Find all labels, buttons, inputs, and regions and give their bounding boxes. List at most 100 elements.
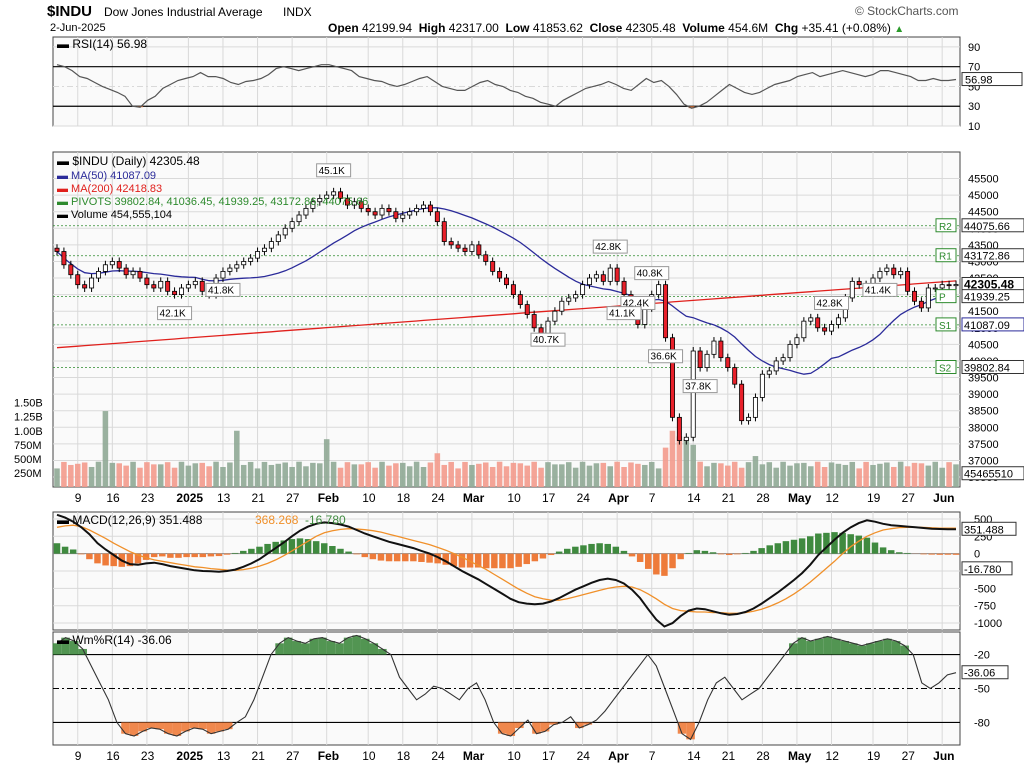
high-value: 42317.00: [448, 21, 499, 35]
candle-body: [54, 247, 60, 252]
high-label: High: [418, 21, 446, 35]
price-value-box: [961, 466, 1024, 481]
macd-histogram-bar: [717, 553, 725, 555]
macd-histogram-bar: [167, 553, 174, 558]
volume-bar: [303, 466, 309, 487]
volume-bar: [88, 466, 95, 487]
brand[interactable]: © StockCharts.com: [855, 4, 959, 18]
wm-overbought-fill: [52, 643, 62, 655]
wm-overbought-fill: [378, 648, 387, 655]
volume-bar: [54, 468, 60, 487]
candle-body: [275, 234, 281, 242]
price-tick: 41500: [968, 306, 999, 318]
macd-signal-line: [56, 524, 956, 614]
price-value-box: [961, 289, 1024, 304]
macd-histogram-bar: [280, 540, 288, 554]
candle-body: [566, 297, 572, 302]
volume-bar: [400, 462, 406, 487]
macd-line: [56, 513, 957, 628]
x-tick-label: 17: [542, 491, 556, 505]
candle-body: [697, 350, 703, 368]
wm-value: -36.06: [964, 668, 995, 680]
volume-bar: [628, 462, 634, 487]
volume-bar: [565, 462, 572, 487]
volume-bar: [759, 464, 766, 487]
candle-body: [61, 251, 67, 266]
rsi-tick: 90: [968, 42, 980, 54]
macd-histogram-bar: [580, 545, 587, 554]
macd-histogram-bar: [661, 553, 668, 576]
macd-histogram-bar: [572, 546, 579, 554]
low-label: Low: [505, 21, 530, 35]
rsi-value-box: [961, 72, 1023, 87]
annotation-box: [682, 379, 718, 394]
macd-histogram-bar: [523, 553, 530, 565]
candle-body: [82, 284, 88, 289]
candle-body: [490, 261, 496, 272]
x-tick-label: 27: [286, 749, 300, 763]
macd-histogram-bar: [264, 543, 271, 554]
macd-histogram-bar: [102, 553, 109, 566]
volume-bar: [130, 461, 136, 487]
volume-bar: [745, 462, 752, 487]
wm-oversold-fill: [155, 722, 165, 730]
macd-histogram-bar: [555, 551, 563, 554]
candle-body: [739, 383, 745, 422]
candle-body: [884, 267, 890, 272]
candle-body: [241, 261, 247, 266]
price-annotation: 42.8K: [817, 298, 843, 309]
macd-histogram-bar: [887, 550, 895, 554]
candle-body: [137, 271, 143, 279]
macd-histogram-bar: [86, 553, 93, 560]
wm-overbought-fill: [883, 638, 892, 655]
candle-body: [877, 271, 883, 279]
candle-body: [732, 367, 738, 385]
x-tick-label: Apr: [608, 749, 629, 763]
macd-histogram-bar: [288, 539, 296, 554]
volume-bar: [157, 464, 164, 487]
price-tick: 45500: [968, 174, 999, 186]
volume-bar: [240, 464, 247, 487]
candle-body: [89, 277, 95, 289]
chart-date: 2-Jun-2025: [50, 22, 106, 34]
ohlc-bar: Open 42199.94 High 42317.00 Low 41853.62…: [328, 21, 904, 35]
candle-body: [455, 244, 461, 249]
wm-oversold-fill: [686, 722, 695, 740]
volume-bar: [787, 465, 793, 487]
macd-histogram-bar: [159, 553, 166, 557]
volume-bar: [808, 466, 814, 487]
candle-body: [75, 274, 81, 286]
price-tick: 37500: [968, 439, 999, 451]
macd-label: ▬ MACD(12,26,9) 351.488: [57, 513, 203, 527]
price-tick: 38000: [968, 422, 999, 434]
candle-body: [102, 264, 108, 272]
candle-body: [310, 201, 316, 209]
macd-histogram-bar: [628, 553, 636, 557]
volume-bar: [234, 430, 240, 487]
volume-bar: [393, 463, 399, 487]
price-annotation: 36.6K: [651, 352, 677, 363]
wm-overbought-fill: [275, 643, 284, 655]
volume-bar: [337, 467, 344, 487]
x-tick-label: 21: [252, 491, 266, 505]
candle-body: [179, 287, 184, 296]
wm-oversold-fill: [532, 722, 541, 734]
rsi-line: [56, 64, 957, 109]
wm-overbought-fill: [283, 637, 293, 655]
macd-histogram-bar: [442, 553, 449, 565]
volume-bar: [344, 462, 351, 487]
candle-body: [642, 307, 648, 325]
volume-bar: [310, 462, 316, 487]
wm-overbought-fill: [343, 637, 353, 655]
macd-histogram-bar: [61, 546, 69, 554]
price-annotation: 40.8K: [637, 269, 663, 280]
volume-bar: [74, 463, 81, 487]
volume-bar: [185, 465, 192, 487]
volume-bar: [738, 467, 745, 487]
pivot-tag-box: [935, 359, 957, 374]
candle-body: [434, 211, 440, 223]
candle-body: [144, 277, 150, 286]
wm-overbought-fill: [335, 643, 344, 655]
volume-bar: [773, 467, 779, 487]
